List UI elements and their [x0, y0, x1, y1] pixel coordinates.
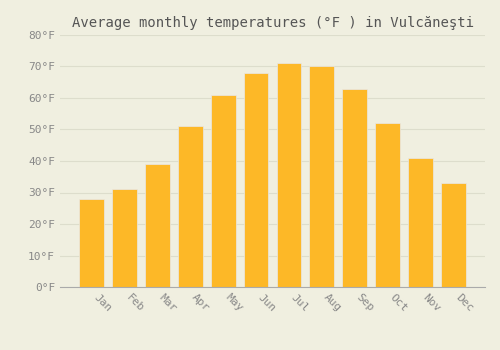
Bar	[310, 66, 334, 287]
Bar	[211, 95, 236, 287]
Bar	[376, 123, 400, 287]
Bar	[244, 73, 268, 287]
Bar	[178, 126, 203, 287]
Bar	[80, 199, 104, 287]
Title: Average monthly temperatures (°F ) in Vulcăneşti: Average monthly temperatures (°F ) in Vu…	[72, 16, 473, 30]
Bar	[342, 89, 367, 287]
Bar	[441, 183, 466, 287]
Bar	[276, 63, 301, 287]
Bar	[145, 164, 170, 287]
Bar	[112, 189, 137, 287]
Bar	[408, 158, 433, 287]
